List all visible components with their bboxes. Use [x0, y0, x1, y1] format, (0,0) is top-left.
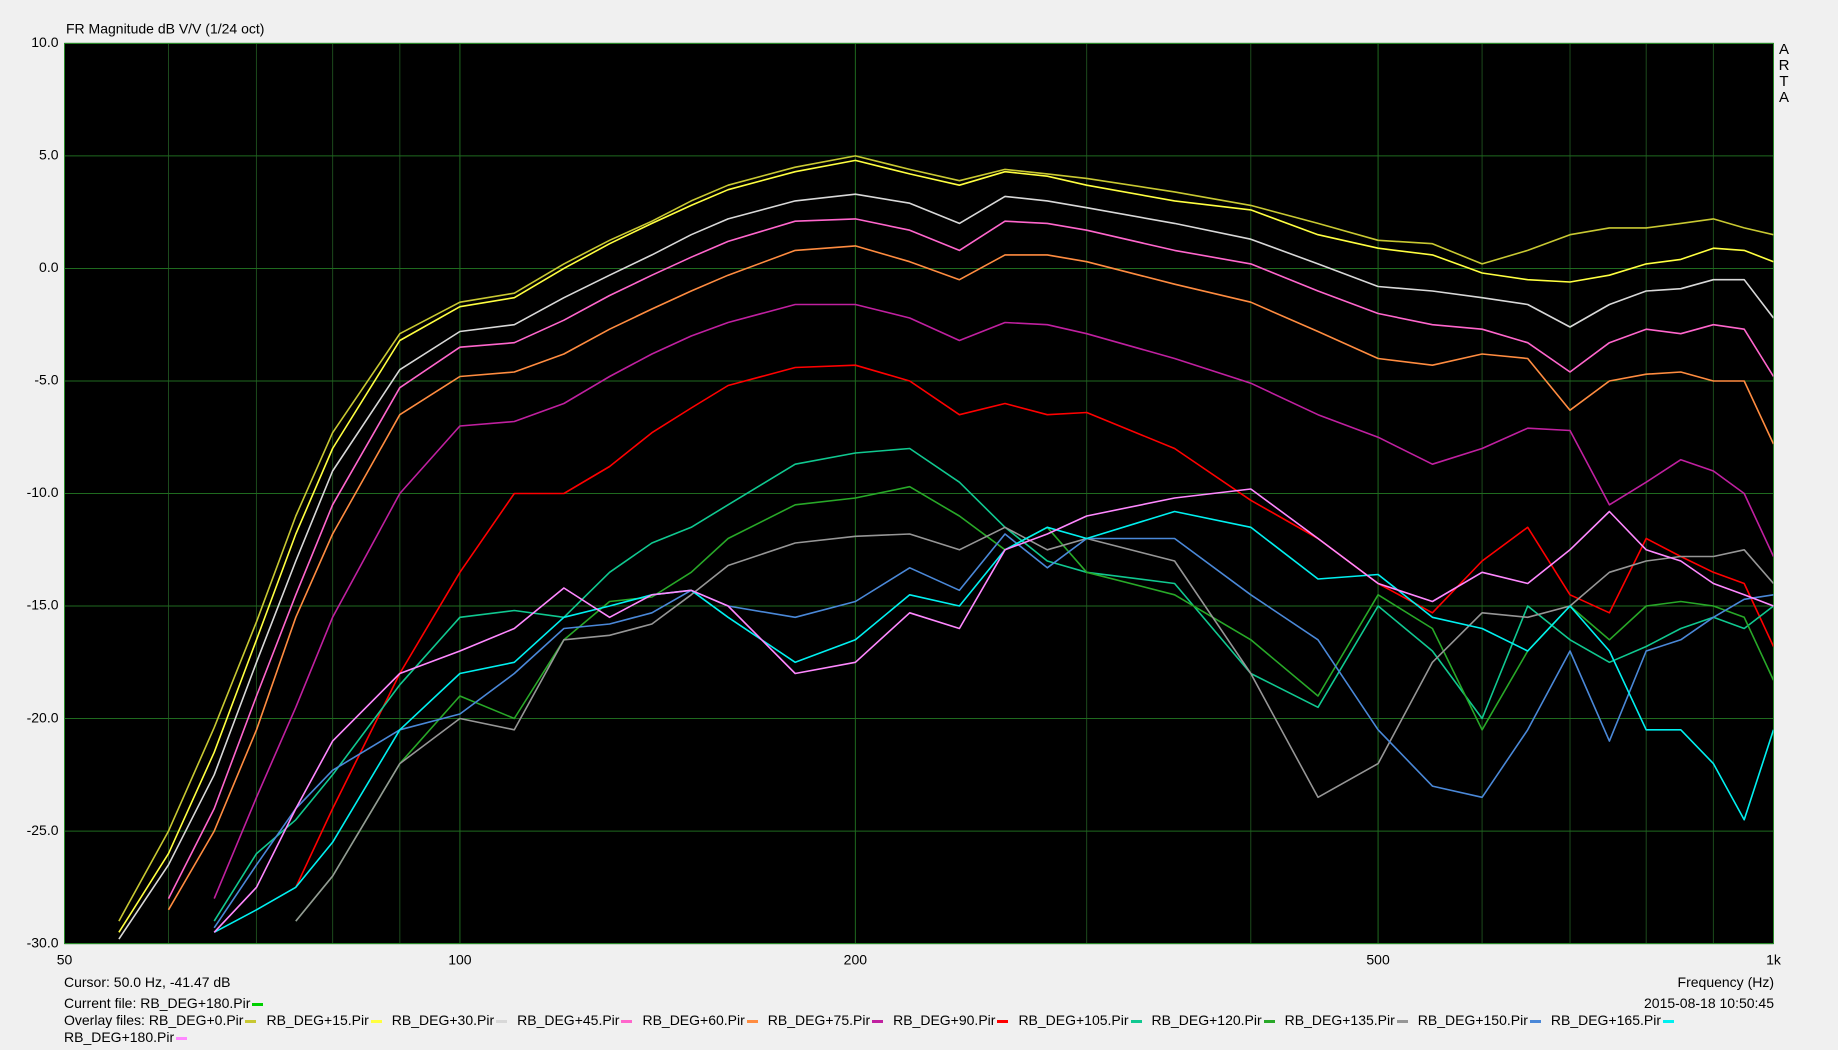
x-tick-label: 500	[1366, 951, 1390, 967]
legend-swatch	[1263, 1019, 1275, 1023]
curve	[213, 533, 1774, 929]
curve	[295, 364, 1774, 888]
legend-swatch	[496, 1019, 508, 1023]
x-tick-label: 50	[57, 951, 73, 967]
legend: Overlay files: RB_DEG+0.Pir RB_DEG+15.Pir R…	[64, 1012, 1784, 1046]
legend-item: RB_DEG+30.Pir	[391, 1012, 508, 1029]
legend-label: RB_DEG+75.Pir	[767, 1012, 871, 1028]
y-tick-label: 0.0	[39, 259, 59, 275]
y-tick-label: -20.0	[27, 709, 59, 725]
legend-label: RB_DEG+0.Pir	[148, 1012, 244, 1028]
legend-swatch	[1662, 1019, 1674, 1023]
legend-item: RB_DEG+120.Pir	[1152, 1012, 1275, 1029]
legend-label: RB_DEG+30.Pir	[391, 1012, 495, 1028]
legend-swatch	[370, 1019, 382, 1023]
legend-label: RB_DEG+45.Pir	[517, 1012, 620, 1028]
legend-item: RB_DEG+15.Pir	[266, 1012, 382, 1029]
curve	[167, 218, 1774, 899]
x-tick-label: 200	[844, 951, 868, 967]
legend-label: RB_DEG+150.Pir	[1417, 1012, 1528, 1028]
plot-border	[64, 42, 1774, 945]
legend-swatch	[997, 1019, 1009, 1023]
curve	[118, 159, 1774, 933]
curve	[167, 245, 1774, 911]
legend-swatch	[245, 1019, 257, 1023]
chart-title: FR Magnitude dB V/V (1/24 oct)	[66, 21, 264, 37]
legend-swatch	[872, 1019, 884, 1023]
legend-swatch	[1130, 1019, 1142, 1023]
x-tick-label: 1k	[1766, 951, 1782, 967]
legend-label: RB_DEG+90.Pir	[893, 1012, 996, 1028]
legend-label: RB_DEG+135.Pir	[1284, 1012, 1395, 1028]
y-tick-label: -25.0	[27, 822, 59, 838]
legend-label: RB_DEG+180.Pir	[64, 1029, 175, 1045]
legend-swatch	[621, 1019, 633, 1023]
legend-item: RB_DEG+60.Pir	[642, 1012, 758, 1029]
legend-item: RB_DEG+105.Pir	[1018, 1012, 1142, 1029]
current-swatch	[252, 1002, 264, 1006]
legend-item: RB_DEG+165.Pir	[1551, 1012, 1674, 1029]
current-file: Current file: RB_DEG+180.Pir	[64, 995, 264, 1011]
curve	[118, 193, 1774, 940]
legend-swatch	[746, 1019, 758, 1023]
legend-item: RB_DEG+180.Pir	[64, 1029, 188, 1046]
curve	[213, 303, 1774, 899]
overlay-label: Overlay files:	[64, 1012, 145, 1028]
chart: FR Magnitude dB V/V (1/24 oct) -30.0 -25.…	[27, 21, 1782, 968]
curves	[118, 155, 1774, 940]
legend-item: RB_DEG+75.Pir	[767, 1012, 884, 1029]
curve	[118, 155, 1774, 922]
current-file-label: Current file: RB_DEG+180.Pir	[64, 995, 251, 1011]
legend-item: RB_DEG+90.Pir	[893, 1012, 1009, 1029]
legend-swatch	[1396, 1019, 1408, 1023]
legend-label: RB_DEG+165.Pir	[1550, 1012, 1661, 1028]
legend-item: RB_DEG+0.Pir	[149, 1012, 257, 1029]
y-tick-label: 5.0	[39, 147, 59, 163]
curve	[213, 488, 1774, 933]
timestamp: 2015-08-18 10:50:45	[1644, 995, 1774, 1011]
legend-label: RB_DEG+15.Pir	[266, 1012, 369, 1028]
legend-label: RB_DEG+105.Pir	[1018, 1012, 1129, 1028]
curve	[295, 526, 1774, 922]
legend-label: RB_DEG+60.Pir	[642, 1012, 745, 1028]
legend-swatch	[1529, 1019, 1541, 1023]
y-tick-label: 10.0	[31, 34, 58, 50]
x-axis-label: Frequency (Hz)	[1677, 974, 1774, 990]
legend-item: RB_DEG+150.Pir	[1418, 1012, 1541, 1029]
cursor-readout: Cursor: 50.0 Hz, -41.47 dB	[64, 974, 231, 990]
legend-item: RB_DEG+135.Pir	[1285, 1012, 1408, 1029]
legend-swatch	[176, 1036, 188, 1040]
y-tick-label: -15.0	[27, 597, 59, 613]
x-tick-label: 100	[448, 951, 472, 967]
y-tick-label: -10.0	[27, 484, 59, 500]
y-tick-label: -5.0	[34, 372, 58, 388]
legend-label: RB_DEG+120.Pir	[1151, 1012, 1262, 1028]
legend-item: RB_DEG+45.Pir	[517, 1012, 633, 1029]
y-tick-label: -30.0	[27, 934, 59, 950]
logo: ARTA	[1778, 41, 1790, 106]
